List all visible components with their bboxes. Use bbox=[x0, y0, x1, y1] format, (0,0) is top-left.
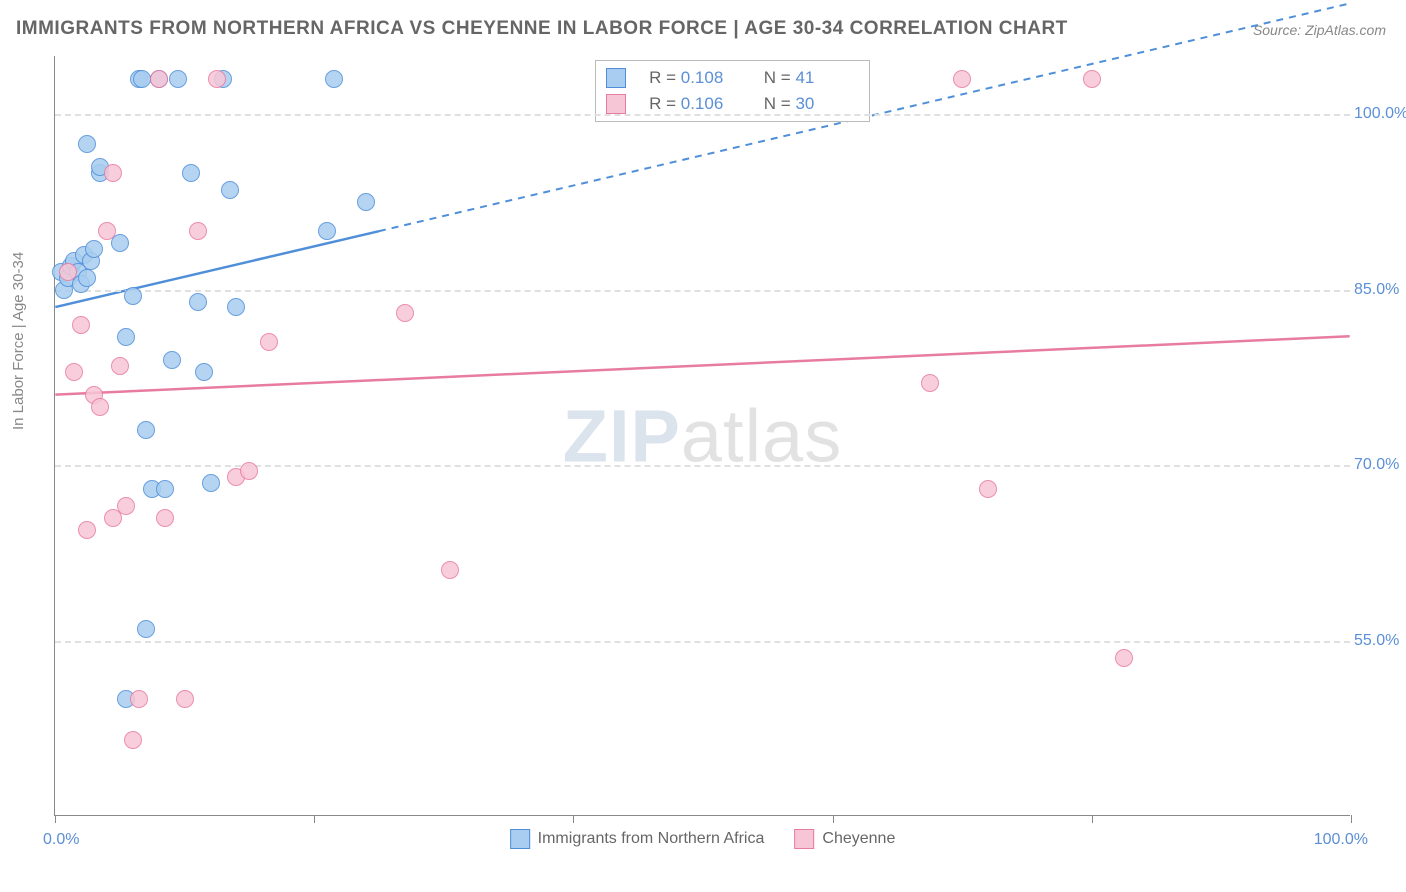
legend-item: Cheyenne bbox=[794, 829, 895, 849]
x-axis-tick bbox=[1092, 815, 1093, 823]
scatter-point bbox=[163, 351, 181, 369]
scatter-point bbox=[221, 181, 239, 199]
scatter-point bbox=[111, 357, 129, 375]
scatter-point bbox=[396, 304, 414, 322]
correlation-stats-box: R = 0.108 N = 41 R = 0.106 N = 30 bbox=[595, 60, 870, 122]
y-axis-tick-label: 55.0% bbox=[1354, 632, 1406, 650]
x-axis-tick bbox=[314, 815, 315, 823]
scatter-point bbox=[1115, 649, 1133, 667]
scatter-point bbox=[176, 690, 194, 708]
scatter-point bbox=[117, 328, 135, 346]
scatter-point bbox=[189, 293, 207, 311]
series-swatch bbox=[606, 94, 626, 114]
chart-plot-area: ZIPatlas R = 0.108 N = 41 R = 0.106 N = … bbox=[54, 56, 1350, 816]
scatter-point bbox=[195, 363, 213, 381]
legend: Immigrants from Northern Africa Cheyenne bbox=[510, 829, 896, 849]
scatter-point bbox=[65, 363, 83, 381]
scatter-point bbox=[953, 70, 971, 88]
trend-lines-layer bbox=[55, 56, 1350, 815]
legend-label: Immigrants from Northern Africa bbox=[538, 830, 765, 848]
stats-row: R = 0.108 N = 41 bbox=[606, 65, 855, 91]
y-axis-tick-label: 70.0% bbox=[1354, 456, 1406, 474]
legend-label: Cheyenne bbox=[822, 830, 895, 848]
scatter-point bbox=[182, 164, 200, 182]
scatter-point bbox=[72, 316, 90, 334]
gridline bbox=[55, 290, 1350, 292]
y-axis-tick-label: 100.0% bbox=[1354, 105, 1406, 123]
x-axis-tick bbox=[55, 815, 56, 823]
x-axis-tick bbox=[833, 815, 834, 823]
scatter-point bbox=[156, 480, 174, 498]
scatter-point bbox=[921, 374, 939, 392]
scatter-point bbox=[189, 222, 207, 240]
scatter-point bbox=[78, 135, 96, 153]
legend-swatch bbox=[510, 829, 530, 849]
scatter-point bbox=[59, 263, 77, 281]
gridline bbox=[55, 114, 1350, 116]
scatter-point bbox=[124, 287, 142, 305]
scatter-point bbox=[78, 269, 96, 287]
scatter-point bbox=[979, 480, 997, 498]
scatter-point bbox=[227, 298, 245, 316]
gridline bbox=[55, 641, 1350, 643]
scatter-point bbox=[117, 497, 135, 515]
scatter-point bbox=[260, 333, 278, 351]
trend-line bbox=[55, 336, 1349, 394]
scatter-point bbox=[318, 222, 336, 240]
scatter-point bbox=[441, 561, 459, 579]
scatter-point bbox=[124, 731, 142, 749]
chart-title: IMMIGRANTS FROM NORTHERN AFRICA VS CHEYE… bbox=[16, 18, 1068, 40]
x-axis-tick-label: 0.0% bbox=[43, 831, 79, 849]
scatter-point bbox=[325, 70, 343, 88]
scatter-point bbox=[156, 509, 174, 527]
scatter-point bbox=[202, 474, 220, 492]
scatter-point bbox=[357, 193, 375, 211]
scatter-point bbox=[130, 690, 148, 708]
scatter-point bbox=[91, 398, 109, 416]
scatter-point bbox=[85, 240, 103, 258]
scatter-point bbox=[78, 521, 96, 539]
y-axis-tick-label: 85.0% bbox=[1354, 281, 1406, 299]
scatter-point bbox=[98, 222, 116, 240]
legend-item: Immigrants from Northern Africa bbox=[510, 829, 765, 849]
x-axis-tick bbox=[573, 815, 574, 823]
scatter-point bbox=[104, 164, 122, 182]
x-axis-tick bbox=[1351, 815, 1352, 823]
y-axis-label: In Labor Force | Age 30-34 bbox=[10, 252, 27, 430]
scatter-point bbox=[208, 70, 226, 88]
series-swatch bbox=[606, 68, 626, 88]
scatter-point bbox=[137, 620, 155, 638]
scatter-point bbox=[240, 462, 258, 480]
x-axis-tick-label: 100.0% bbox=[1314, 831, 1368, 849]
trend-line bbox=[55, 231, 379, 307]
scatter-point bbox=[133, 70, 151, 88]
stats-row: R = 0.106 N = 30 bbox=[606, 91, 855, 117]
scatter-point bbox=[169, 70, 187, 88]
scatter-point bbox=[150, 70, 168, 88]
scatter-point bbox=[1083, 70, 1101, 88]
scatter-point bbox=[137, 421, 155, 439]
legend-swatch bbox=[794, 829, 814, 849]
source-attribution: Source: ZipAtlas.com bbox=[1253, 22, 1386, 38]
